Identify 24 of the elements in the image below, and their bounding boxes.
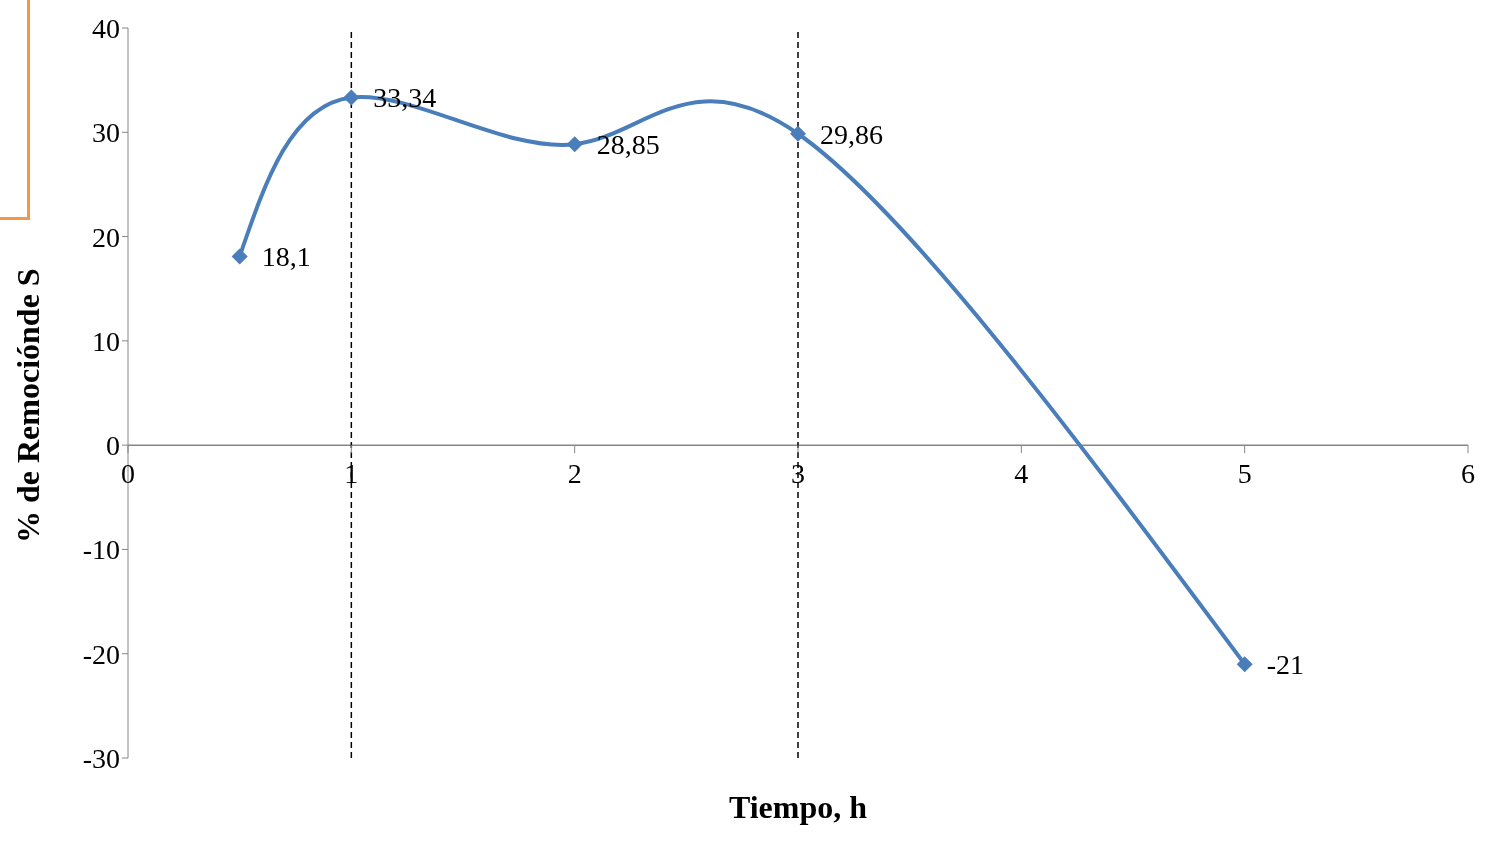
y-tick-label: 30 [92, 117, 120, 149]
y-tick-label: 10 [92, 325, 120, 357]
data-label: -21 [1266, 649, 1304, 681]
y-tick-label: -20 [82, 638, 120, 670]
y-tick-label: -10 [82, 534, 120, 566]
x-tick-label: 3 [791, 458, 805, 490]
x-tick-label: 5 [1237, 458, 1252, 490]
y-tick-label: 20 [92, 221, 120, 253]
point [343, 89, 360, 106]
y-tick-label: -30 [82, 742, 120, 774]
point [231, 248, 248, 265]
y-tick-label: 0 [106, 430, 120, 462]
data-label: 18,1 [261, 241, 311, 273]
point [790, 125, 806, 142]
x-axis-title: Tiempo, h [728, 789, 868, 825]
point [566, 136, 583, 153]
data-label: 28,85 [596, 129, 660, 161]
data-label: 29,86 [820, 118, 883, 150]
y-axis-title: % de Remociónde S [10, 268, 47, 543]
point [1236, 656, 1253, 673]
x-tick-label: 6 [1461, 458, 1475, 490]
x-tick-label: 4 [1014, 458, 1029, 490]
y-tick-label: 40 [92, 12, 120, 44]
x-tick-label: 2 [567, 458, 582, 490]
